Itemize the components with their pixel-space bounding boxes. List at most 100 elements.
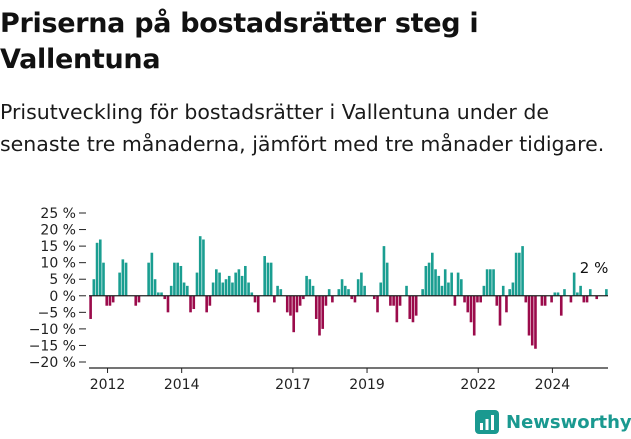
bar	[524, 295, 528, 303]
bar	[186, 285, 189, 296]
bar	[124, 262, 128, 296]
bar	[98, 239, 102, 296]
bar	[363, 285, 366, 296]
bar	[447, 282, 450, 296]
bar	[482, 285, 486, 296]
bar	[108, 295, 112, 306]
x-tick-label: 2019	[349, 377, 385, 393]
bar	[279, 289, 283, 296]
bar	[408, 295, 412, 319]
y-tick-label: −5 %	[38, 305, 76, 321]
bar	[305, 275, 308, 296]
bar	[331, 295, 334, 303]
bar	[311, 285, 315, 296]
bar	[195, 272, 199, 296]
x-tick-label: 2014	[164, 377, 200, 393]
bar	[595, 295, 599, 300]
bar	[269, 262, 273, 296]
newsworthy-logo-icon	[475, 410, 499, 434]
bar	[453, 295, 457, 306]
bar	[392, 295, 395, 306]
bar	[256, 295, 260, 313]
y-tick-label: 5 %	[49, 272, 76, 288]
bar	[505, 295, 508, 313]
bar	[153, 279, 157, 296]
bar	[530, 295, 534, 346]
bar	[563, 289, 566, 296]
bar	[340, 279, 344, 296]
bar	[469, 295, 473, 323]
bar	[576, 292, 579, 296]
bar	[353, 295, 357, 303]
bar	[463, 295, 466, 303]
y-tick-label: 15 %	[40, 239, 76, 255]
bar	[605, 289, 608, 296]
bar	[343, 285, 347, 296]
bar	[360, 272, 363, 296]
bar	[189, 295, 192, 313]
bar	[182, 282, 186, 296]
bar	[150, 252, 154, 296]
bar	[572, 272, 576, 296]
bar	[211, 282, 215, 296]
bar	[147, 262, 150, 296]
bar	[173, 262, 176, 296]
bar	[92, 279, 96, 296]
bar	[157, 292, 160, 296]
bar	[263, 256, 266, 296]
bar	[414, 295, 418, 316]
bar	[379, 282, 383, 296]
x-axis: 2012 2014 2017 2019 2022 2024	[90, 368, 571, 393]
bar	[518, 252, 521, 296]
bar	[105, 295, 109, 306]
bar	[111, 295, 115, 303]
bar	[382, 246, 386, 296]
chart-title: Priserna på bostadsrätter steg i Vallent…	[0, 8, 479, 75]
bar	[350, 295, 354, 300]
bar	[431, 252, 434, 296]
bar	[347, 289, 350, 296]
bar	[240, 275, 244, 296]
bar	[118, 272, 121, 296]
bar	[224, 279, 228, 296]
bar	[95, 242, 99, 296]
bar	[266, 262, 270, 296]
bar	[489, 269, 492, 296]
bar	[356, 279, 360, 296]
y-tick-label: −10 %	[29, 322, 76, 338]
bar	[411, 295, 415, 323]
bar	[421, 289, 424, 296]
bar	[215, 269, 218, 296]
bar	[227, 275, 231, 296]
bar	[534, 295, 537, 349]
bar	[389, 295, 392, 306]
bar	[527, 295, 531, 336]
bar	[479, 295, 482, 303]
bar	[234, 272, 237, 296]
bar	[218, 272, 221, 296]
x-tick-label: 2024	[535, 377, 571, 393]
y-axis: 25 %20 %15 %10 %5 %0 %−5 %−10 %−15 %−20 …	[29, 206, 86, 371]
bar	[405, 285, 408, 296]
bar	[485, 269, 489, 296]
bar	[250, 292, 254, 296]
bar	[588, 289, 592, 296]
bar	[321, 295, 325, 329]
bar	[543, 295, 547, 306]
bar	[327, 289, 331, 296]
bar	[302, 295, 305, 300]
bar	[169, 285, 173, 296]
bar	[582, 295, 586, 303]
bar	[285, 295, 289, 313]
x-tick-label: 2012	[90, 377, 126, 393]
bar	[221, 282, 225, 296]
y-tick-label: 0 %	[49, 289, 76, 305]
bar	[276, 285, 279, 296]
bar	[179, 265, 183, 296]
bar	[556, 292, 560, 296]
bar	[579, 285, 582, 296]
bar	[472, 295, 476, 336]
bar	[163, 295, 167, 300]
bar	[198, 236, 202, 296]
bar	[466, 295, 470, 313]
